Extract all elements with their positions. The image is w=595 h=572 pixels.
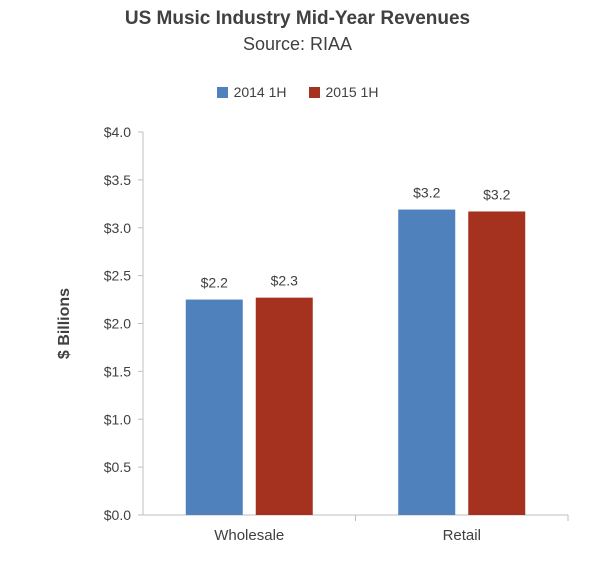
- data-label: $3.2: [483, 186, 510, 202]
- data-label: $2.2: [201, 275, 228, 291]
- bar-2015-1h-retail: [468, 211, 526, 515]
- chart-title: US Music Industry Mid-Year Revenues: [124, 8, 471, 29]
- legend-item-2014: 2014 1H: [216, 84, 287, 100]
- y-tick-label: $0.0: [104, 507, 131, 523]
- y-tick-label: $1.0: [104, 411, 131, 427]
- y-tick-label: $0.5: [104, 459, 131, 475]
- x-tick-label: Retail: [443, 527, 481, 544]
- y-tick-label: $2.0: [104, 316, 131, 332]
- chart-subtitle: Source: RIAA: [242, 34, 353, 54]
- legend-label-2014: 2014 1H: [233, 84, 287, 100]
- y-tick-label: $2.5: [104, 268, 131, 284]
- y-tick-label: $4.0: [104, 124, 131, 140]
- legend-item-2015: 2015 1H: [308, 84, 379, 100]
- y-tick-label: $3.0: [104, 220, 131, 236]
- bar-2015-1h-wholesale: [255, 297, 313, 515]
- data-label: $2.3: [271, 273, 298, 289]
- y-tick-label: $1.5: [104, 363, 131, 379]
- x-tick-label: Wholesale: [214, 527, 284, 544]
- legend-swatch-2015: [308, 86, 320, 98]
- data-label: $3.2: [413, 185, 440, 201]
- chart-legend: 2014 1H 2015 1H: [0, 84, 595, 100]
- bar-2014-1h-wholesale: [185, 299, 243, 515]
- legend-label-2015: 2015 1H: [325, 84, 379, 100]
- bar-2014-1h-retail: [398, 209, 456, 515]
- y-tick-label: $3.5: [104, 172, 131, 188]
- y-axis-title: $ Billions: [56, 288, 73, 359]
- legend-swatch-2014: [216, 86, 228, 98]
